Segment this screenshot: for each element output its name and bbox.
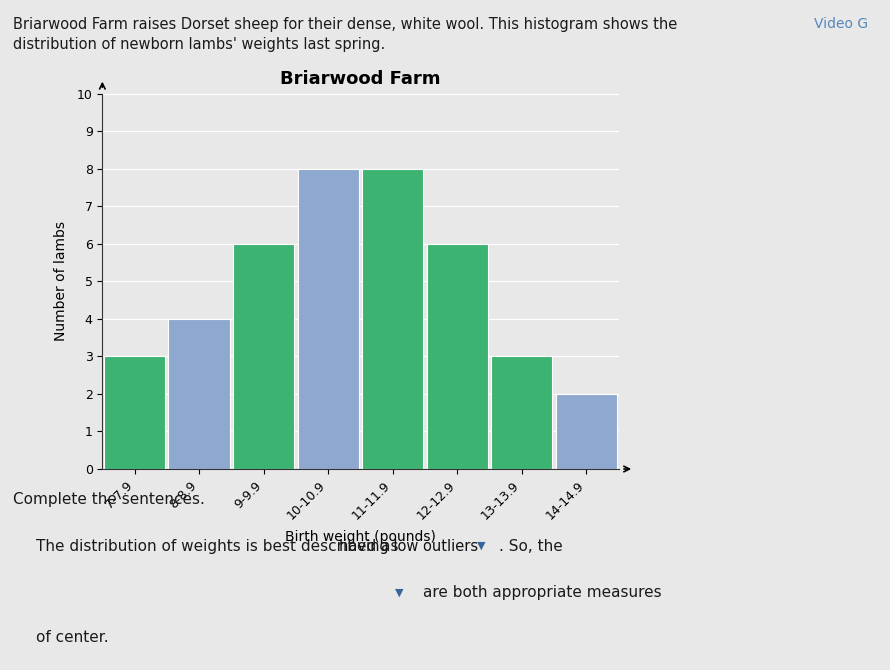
Text: having low outliers: having low outliers (339, 539, 478, 553)
Text: ▼: ▼ (394, 588, 403, 598)
Text: . So, the: . So, the (499, 539, 563, 553)
Title: Briarwood Farm: Briarwood Farm (280, 70, 441, 88)
Text: are both appropriate measures: are both appropriate measures (423, 586, 661, 600)
Text: Briarwood Farm raises Dorset sheep for their dense, white wool. This histogram s: Briarwood Farm raises Dorset sheep for t… (13, 17, 677, 31)
Bar (168, 319, 230, 469)
Bar (555, 394, 617, 469)
Text: ▼: ▼ (477, 541, 486, 551)
Bar (297, 169, 359, 469)
Bar (362, 169, 424, 469)
Bar (426, 244, 488, 469)
Text: The distribution of weights is best described as: The distribution of weights is best desc… (36, 539, 403, 553)
Text: of center.: of center. (36, 630, 109, 645)
Text: distribution of newborn lambs' weights last spring.: distribution of newborn lambs' weights l… (13, 37, 385, 52)
Text: Video G: Video G (813, 17, 868, 31)
Bar (491, 356, 553, 469)
Text: Complete the sentences.: Complete the sentences. (13, 492, 206, 507)
X-axis label: Birth weight (pounds): Birth weight (pounds) (285, 530, 436, 544)
Bar (104, 356, 166, 469)
Bar (233, 244, 295, 469)
Y-axis label: Number of lambs: Number of lambs (54, 221, 69, 342)
